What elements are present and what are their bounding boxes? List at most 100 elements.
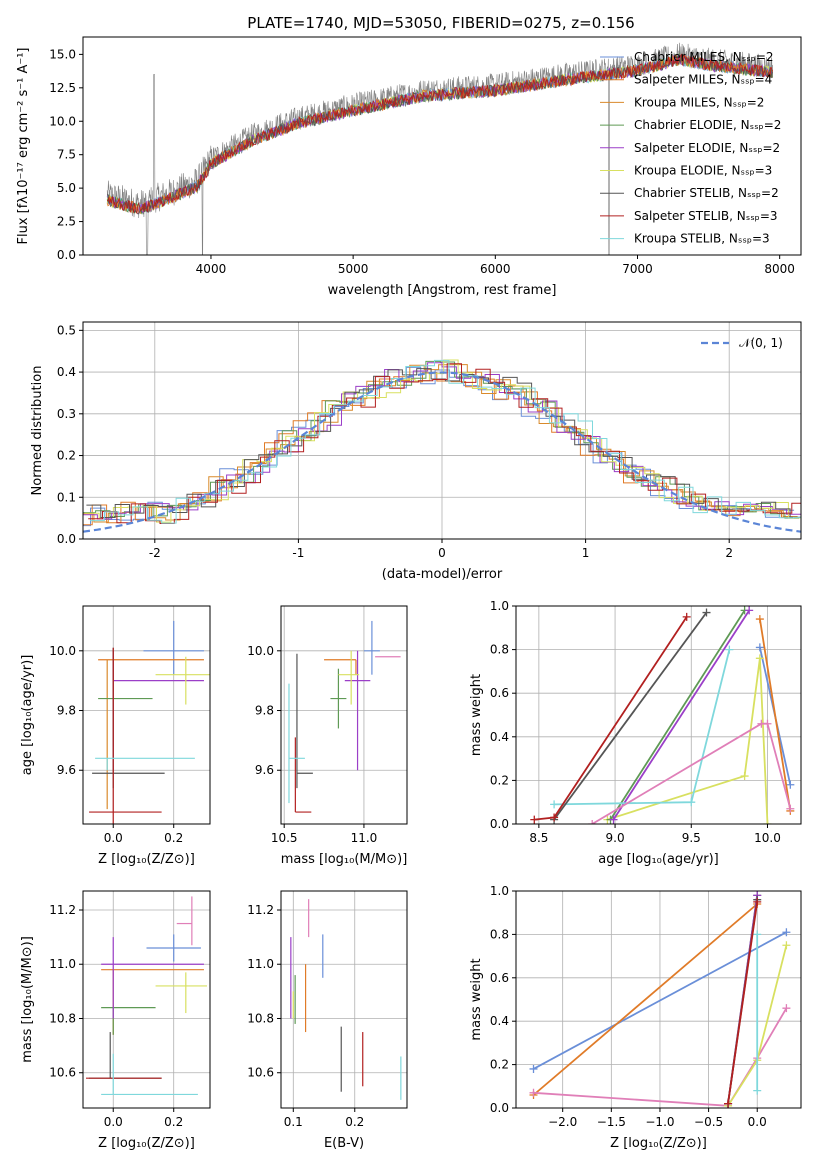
x-axis-label: age [log₁₀(age/yr)] — [598, 852, 719, 867]
series-line-chabrier_stelib — [553, 611, 708, 821]
series-line-salpeter_stelib — [727, 901, 759, 1104]
axes-frame — [82, 890, 211, 1109]
axes-frame — [82, 605, 211, 825]
y-tick-label: 12.5 — [49, 81, 76, 95]
series-line-kroupa_stelib — [554, 649, 731, 806]
y-tick-label: 0.6 — [490, 971, 509, 985]
data-point-kroupa_elodie — [740, 772, 749, 781]
data-point-kroupa_elodie — [782, 941, 791, 950]
y-tick-label: 9.6 — [57, 763, 76, 777]
series-line-salpeter_elodie — [612, 609, 750, 821]
legend-entry: Salpeter STELIB, Nₛₛₚ=3 — [634, 209, 778, 223]
y-tick-label: 0.5 — [57, 323, 76, 337]
panel-residuals: -2 -1 0 1 2 0.0 0.1 0.2 0.3 0.4 0.5 (data-model)/er… — [30, 321, 802, 582]
plot-area — [516, 891, 801, 1108]
data-point-kroupa_elodie — [763, 820, 772, 824]
y-axis-label: mass weight — [469, 958, 484, 1040]
y-axis-label: age [log₁₀(age/yr)] — [20, 655, 35, 776]
data-point-kroupa_miles_pink — [763, 719, 772, 728]
x-tick-label: -2 — [149, 546, 161, 560]
plot-area — [83, 606, 210, 824]
series-line-chabrier_elodie — [609, 609, 746, 821]
data-point-salpeter_stelib — [530, 815, 539, 824]
x-tick-label: 1 — [582, 546, 590, 560]
panel-mass_vs_Z: 0.0 0.2 10.6 10.8 11.0 11.2 Z [log₁₀(Z/Z⊙)] mas… — [20, 890, 211, 1151]
y-tick-label: 11.0 — [247, 957, 274, 971]
x-tick-label: 7000 — [622, 262, 653, 276]
x-tick-label: 0.2 — [345, 1115, 364, 1129]
x-axis-label: mass [log₁₀(M/M⊙)] — [281, 852, 408, 867]
x-tick-label: 8000 — [764, 262, 795, 276]
data-point-salpeter_miles — [755, 615, 764, 624]
data-point-chabrier_miles — [786, 780, 795, 789]
axes-frame — [280, 605, 408, 825]
y-tick-label: 0.6 — [490, 686, 509, 700]
x-tick-label: 8.5 — [529, 831, 548, 845]
y-tick-label: 0.2 — [57, 449, 76, 463]
series-line-chabrier_miles — [533, 931, 787, 1070]
histogram-salpeter_stelib — [88, 363, 801, 524]
y-tick-label: 9.6 — [255, 763, 274, 777]
x-tick-label: 0.1 — [284, 1115, 303, 1129]
panel-mass_vs_EBV: 0.1 0.2 10.6 10.8 11.0 11.2 E(B-V) — [247, 890, 408, 1151]
y-tick-label: 1.0 — [490, 599, 509, 613]
x-axis-label: Z [log₁₀(Z/Z⊙)] — [98, 852, 195, 867]
y-tick-label: 0.4 — [57, 365, 76, 379]
data-point-kroupa_elodie — [755, 654, 764, 663]
data-point-salpeter_stelib — [550, 813, 559, 822]
x-axis-label: Z [log₁₀(Z/Z⊙)] — [610, 1136, 707, 1151]
x-tick-label: 5000 — [338, 262, 369, 276]
plot-area — [106, 42, 773, 255]
data-point-chabrier_miles — [755, 643, 764, 652]
y-axis-label: Flux [fλ10⁻¹⁷ erg cm⁻² s⁻¹ A⁻¹] — [16, 48, 31, 245]
data-point-chabrier_miles — [529, 1064, 538, 1073]
data-point-kroupa_stelib — [725, 645, 734, 654]
y-tick-label: 0.3 — [57, 407, 76, 421]
x-tick-label: 10.0 — [754, 831, 781, 845]
legend-entry: Salpeter MILES, Nₛₛₚ=4 — [634, 73, 772, 87]
legend-entry: Kroupa ELODIE, Nₛₛₚ=3 — [634, 164, 772, 178]
y-tick-label: 2.5 — [57, 215, 76, 229]
data-point-kroupa_stelib — [687, 798, 696, 807]
data-point-salpeter_elodie — [745, 606, 754, 615]
y-tick-label: 15.0 — [49, 47, 76, 61]
legend-entry: Chabrier STELIB, Nₛₛₚ=2 — [634, 186, 779, 200]
y-tick-label: 0.2 — [490, 1058, 509, 1072]
axes-frame — [82, 36, 802, 256]
y-tick-label: 9.8 — [57, 704, 76, 718]
y-tick-label: 10.8 — [49, 1011, 76, 1025]
axes-frame — [280, 890, 408, 1109]
data-point-salpeter_stelib — [753, 897, 762, 906]
data-point-kroupa_stelib — [753, 1086, 762, 1095]
axes-frame — [515, 605, 802, 825]
y-tick-label: 0.0 — [57, 248, 76, 262]
model-fit-line-salpeter_stelib — [106, 53, 773, 214]
figure-title: PLATE=1740, MJD=53050, FIBERID=0275, z=0… — [247, 14, 634, 32]
x-tick-label: 0.0 — [104, 831, 123, 845]
data-point-chabrier_miles — [782, 928, 791, 937]
histogram-chabrier_stelib — [86, 368, 801, 518]
y-tick-label: 0.8 — [490, 643, 509, 657]
data-point-salpeter_elodie — [609, 815, 618, 824]
series-line-salpeter_miles — [759, 618, 792, 812]
x-tick-label: 0 — [438, 546, 446, 560]
data-point-salpeter_stelib — [724, 1099, 733, 1108]
y-tick-label: 0.0 — [57, 532, 76, 546]
x-tick-label: −1.5 — [597, 1115, 626, 1129]
x-axis-label: E(B-V) — [324, 1136, 364, 1151]
x-tick-label: 11.0 — [351, 831, 378, 845]
y-tick-label: 0.0 — [490, 1101, 509, 1115]
legend-entry: 𝒩(0, 1) — [739, 336, 783, 350]
data-point-salpeter_stelib — [682, 612, 691, 621]
y-axis-label: mass [log₁₀(M/M⊙)] — [20, 936, 35, 1063]
x-tick-label: 9.5 — [682, 831, 701, 845]
data-point-kroupa_miles_pink — [782, 1004, 791, 1013]
x-tick-label: 0.2 — [164, 831, 183, 845]
y-tick-label: 11.2 — [247, 903, 274, 917]
x-tick-label: 0.0 — [104, 1115, 123, 1129]
data-point-kroupa_miles_pink — [786, 804, 795, 813]
plot-area — [516, 606, 801, 824]
y-tick-label: 0.1 — [57, 490, 76, 504]
y-tick-label: 10.6 — [49, 1066, 76, 1080]
